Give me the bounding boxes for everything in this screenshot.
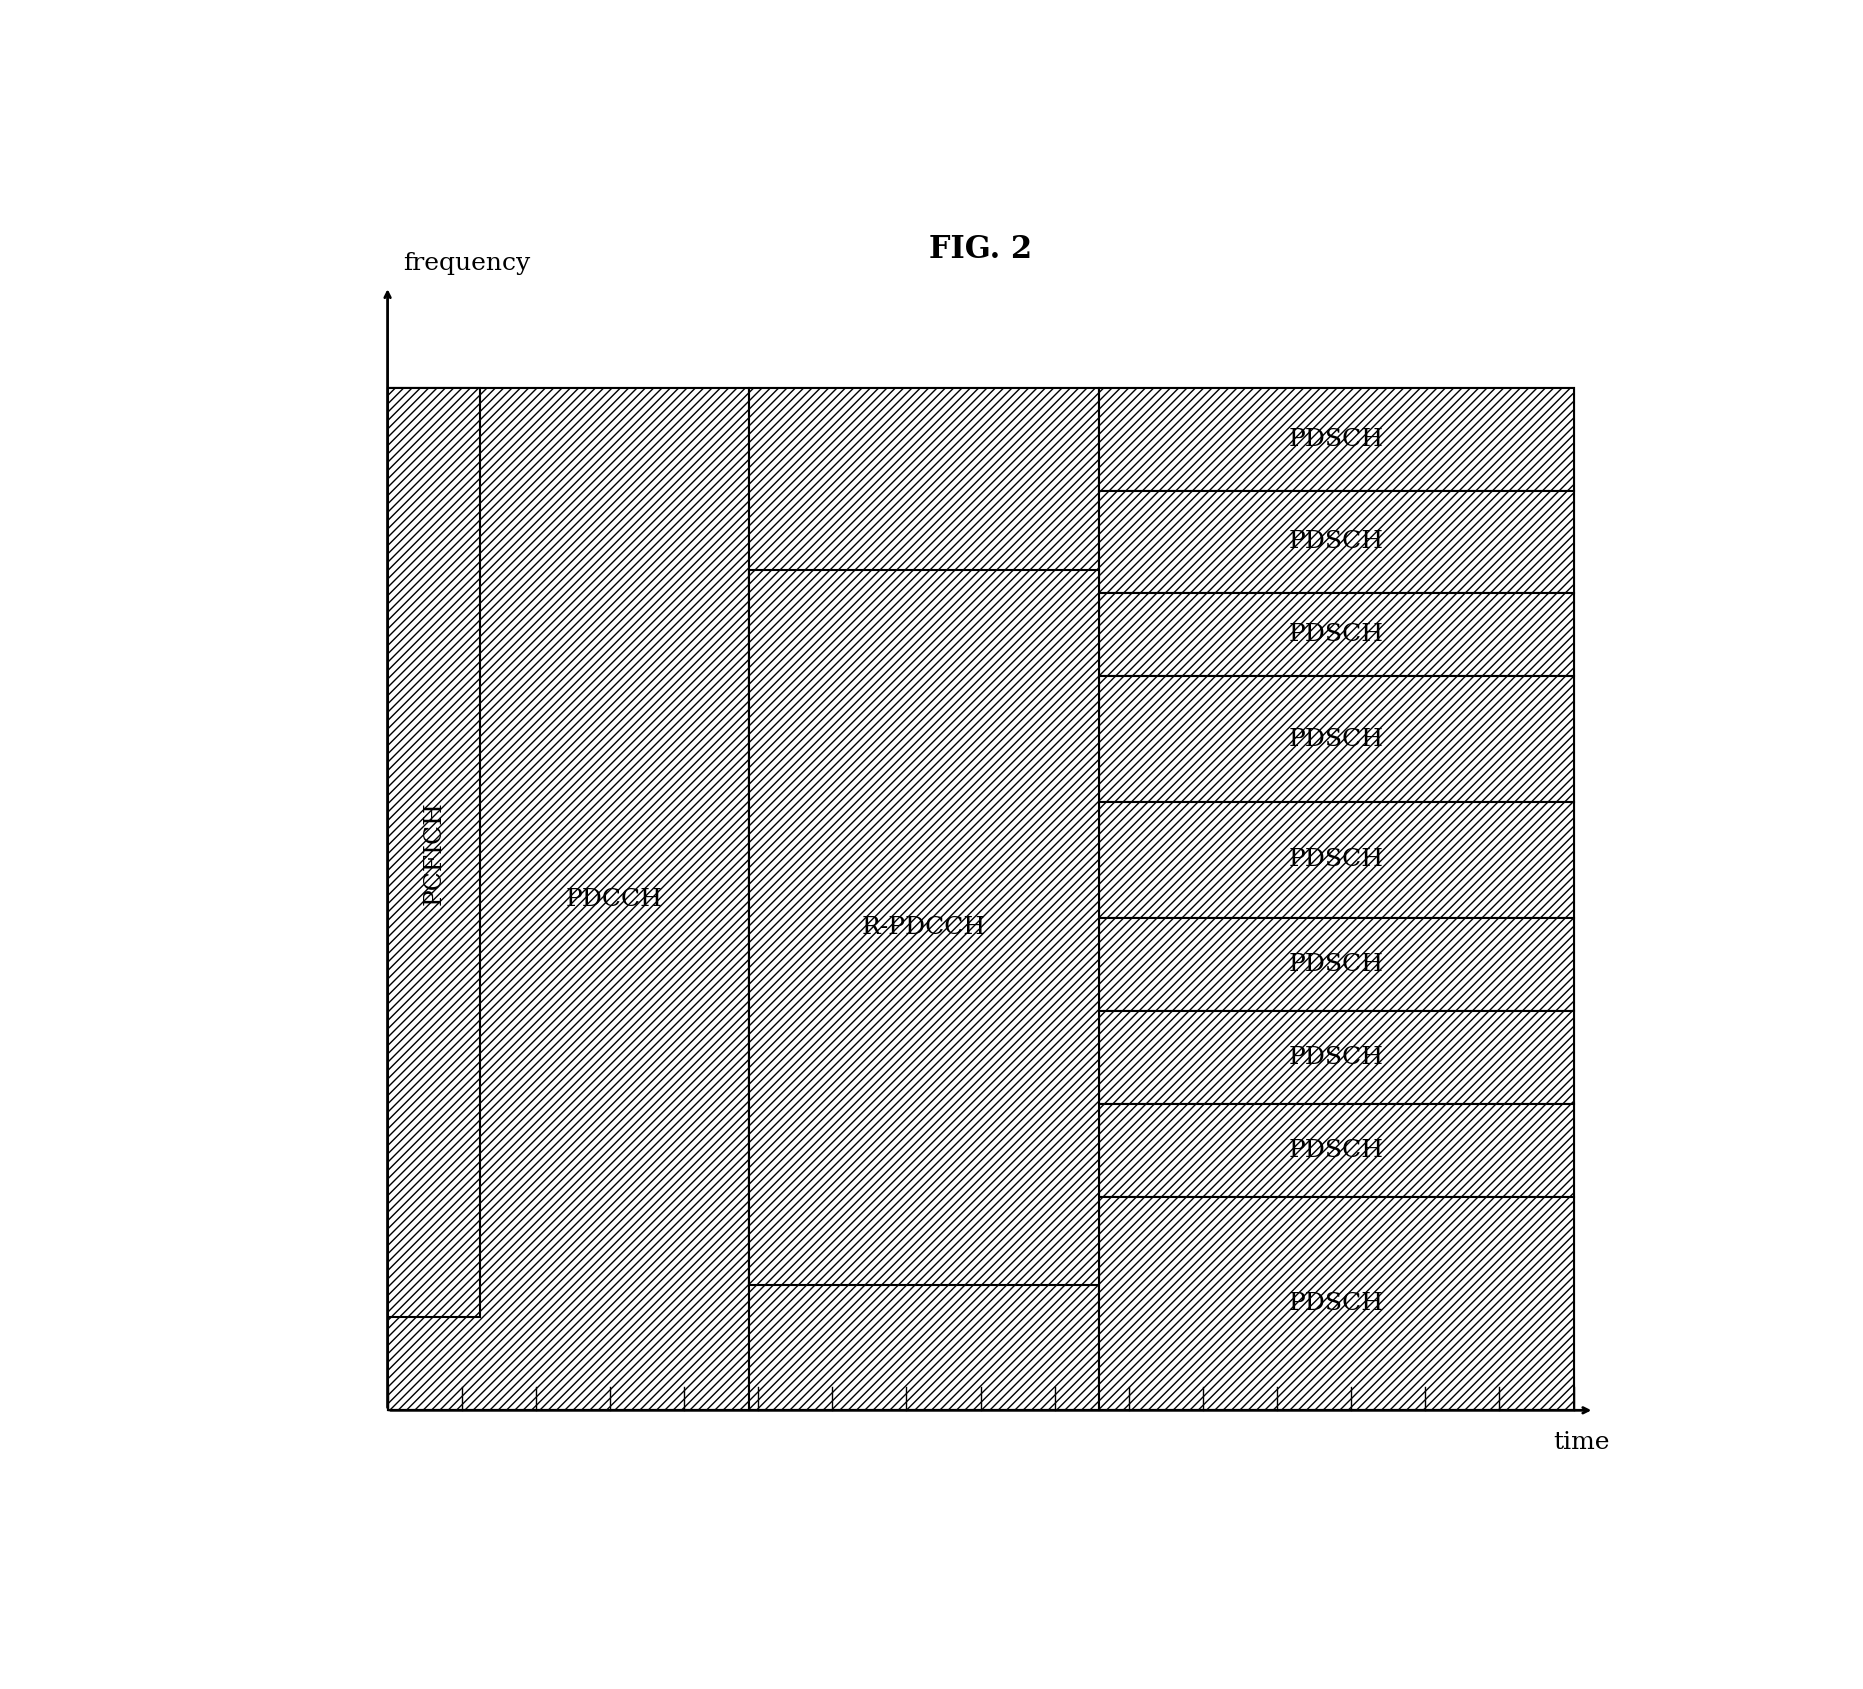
Text: FIG. 2: FIG. 2 bbox=[930, 233, 1032, 265]
Text: PDSCH: PDSCH bbox=[1289, 1292, 1384, 1316]
Bar bbox=[1099, 919, 1574, 1010]
Bar bbox=[388, 388, 749, 1410]
Bar bbox=[1099, 1198, 1574, 1410]
Text: PDSCH: PDSCH bbox=[1289, 427, 1384, 451]
Text: PCFICH: PCFICH bbox=[423, 801, 445, 905]
Text: PDSCH: PDSCH bbox=[1289, 623, 1384, 647]
Bar bbox=[1099, 677, 1574, 802]
Bar bbox=[1099, 1105, 1574, 1198]
Text: frequency: frequency bbox=[402, 252, 531, 275]
Bar bbox=[749, 569, 1099, 1285]
Text: PDSCH: PDSCH bbox=[1289, 530, 1384, 554]
Text: time: time bbox=[1554, 1431, 1610, 1454]
Text: PDSCH: PDSCH bbox=[1289, 953, 1384, 976]
Bar bbox=[1099, 491, 1574, 593]
Text: PDSCH: PDSCH bbox=[1289, 728, 1384, 750]
Bar bbox=[388, 388, 481, 1317]
Bar bbox=[388, 388, 1574, 1410]
Text: PDCCH: PDCCH bbox=[566, 888, 663, 910]
Bar bbox=[1099, 593, 1574, 677]
Text: PDSCH: PDSCH bbox=[1289, 1045, 1384, 1069]
Bar bbox=[1099, 1010, 1574, 1105]
Bar bbox=[1099, 802, 1574, 919]
Bar bbox=[1099, 388, 1574, 491]
Bar bbox=[749, 388, 1099, 1410]
Text: PDSCH: PDSCH bbox=[1289, 1138, 1384, 1162]
Text: PDSCH: PDSCH bbox=[1289, 848, 1384, 872]
Text: R-PDCCH: R-PDCCH bbox=[863, 915, 986, 939]
